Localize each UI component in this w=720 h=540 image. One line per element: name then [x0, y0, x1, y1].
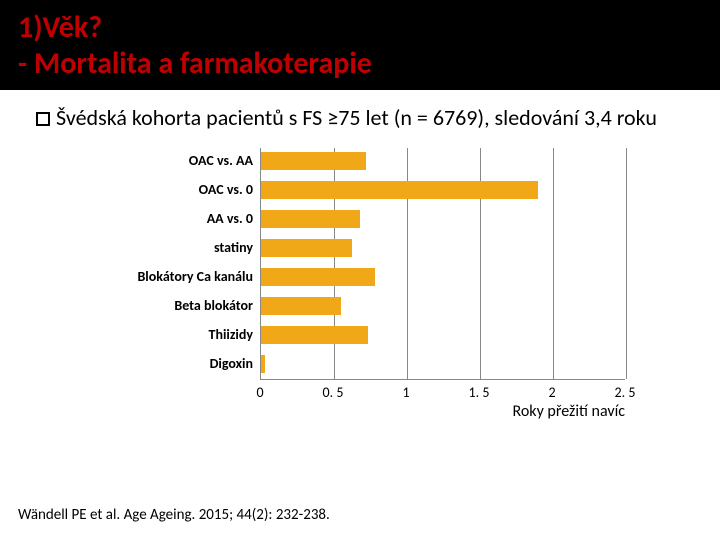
citation-text: Wändell PE et al. Age Ageing. 2015; 44(2…: [18, 506, 330, 524]
chart-plot-area: [260, 148, 625, 380]
x-tick-label: 2: [532, 384, 572, 401]
bar: [261, 326, 368, 344]
category-label: Digoxin: [95, 355, 253, 373]
title-line2: - Mortalita a farmakoterapie: [18, 46, 702, 82]
category-label: AA vs. 0: [95, 210, 253, 228]
bar-row: [261, 297, 341, 315]
x-tick-label: 1: [386, 384, 426, 401]
title-line1: 1)Věk?: [18, 10, 702, 46]
bar-chart: Roky přežití navíc 00. 511. 522. 5OAC vs…: [95, 148, 625, 418]
bar-row: [261, 355, 265, 373]
category-label: statiny: [95, 239, 253, 257]
category-label: Thiizidy: [95, 326, 253, 344]
x-tick-label: 1. 5: [459, 384, 499, 401]
bar-row: [261, 210, 360, 228]
subtitle-text: Švédská kohorta pacientů s FS ≥75 let (n…: [0, 90, 720, 138]
bar-row: [261, 239, 352, 257]
chart-gridline: [626, 148, 627, 379]
bar: [261, 355, 265, 373]
bar: [261, 181, 538, 199]
bar: [261, 210, 360, 228]
bar-row: [261, 181, 538, 199]
bar-row: [261, 326, 368, 344]
category-label: OAC vs. 0: [95, 181, 253, 199]
x-axis-title: Roky přežití navíc: [513, 402, 626, 421]
title-header: 1)Věk? - Mortalita a farmakoterapie: [0, 0, 720, 90]
x-tick-label: 2. 5: [605, 384, 645, 401]
x-tick-label: 0: [240, 384, 280, 401]
bar-row: [261, 268, 375, 286]
bar: [261, 239, 352, 257]
bar-row: [261, 152, 366, 170]
category-label: OAC vs. AA: [95, 152, 253, 170]
subtitle-content: Švédská kohorta pacientů s FS ≥75 let (n…: [56, 104, 657, 131]
category-label: Blokátory Ca kanálu: [95, 268, 253, 286]
bullet-icon: [36, 112, 50, 126]
bar: [261, 268, 375, 286]
bar: [261, 297, 341, 315]
category-label: Beta blokátor: [95, 297, 253, 315]
chart-gridline: [553, 148, 554, 379]
x-tick-label: 0. 5: [313, 384, 353, 401]
bar: [261, 152, 366, 170]
